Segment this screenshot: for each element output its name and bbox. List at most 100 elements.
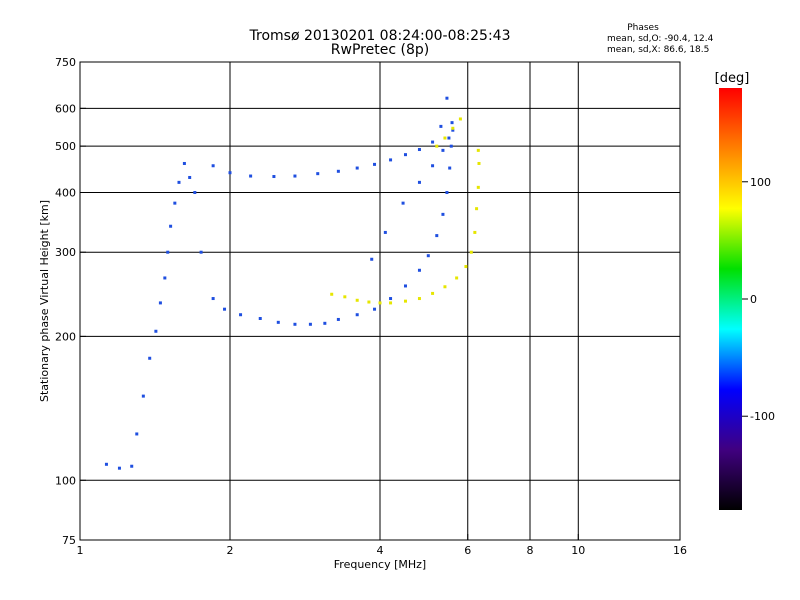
chart-subtitle: RwPretec (8p) — [331, 42, 429, 58]
data-point-o-mode — [417, 148, 421, 152]
data-point-x-mode — [476, 148, 480, 152]
data-point-o-mode — [130, 464, 134, 468]
data-point-x-mode — [330, 292, 334, 296]
y-tick-label: 500 — [55, 140, 76, 153]
data-point-x-mode — [355, 298, 359, 302]
data-point-o-mode — [401, 201, 405, 205]
data-point-o-mode — [439, 124, 443, 128]
colorbar-tick-label: 100 — [750, 176, 771, 189]
data-point-o-mode — [448, 166, 452, 170]
x-tick-label: 6 — [464, 544, 471, 557]
data-point-o-mode — [154, 329, 158, 333]
data-point-x-mode — [451, 126, 455, 130]
chart-title: Tromsø 20130201 08:24:00-08:25:43 — [249, 28, 511, 44]
data-point-o-mode — [276, 320, 280, 324]
colorbar-tick-label: 0 — [750, 293, 757, 306]
data-points — [104, 96, 481, 470]
x-tick-label: 1 — [77, 544, 84, 557]
data-point-o-mode — [336, 317, 340, 321]
data-point-o-mode — [316, 172, 320, 176]
data-point-x-mode — [403, 299, 407, 303]
data-point-o-mode — [272, 175, 276, 179]
x-tick-label: 4 — [377, 544, 384, 557]
stats-o-mode: mean, sd,O: -90.4, 12.4 — [607, 34, 714, 44]
data-point-x-mode — [367, 300, 371, 304]
stats-header: Phases — [627, 23, 659, 33]
y-tick-label: 200 — [55, 330, 76, 343]
data-point-x-mode — [464, 265, 468, 269]
data-point-o-mode — [431, 140, 435, 144]
data-point-o-mode — [169, 224, 173, 228]
data-point-o-mode — [211, 164, 215, 168]
colorbar — [719, 88, 742, 510]
x-tick-labels: 1 2 4 6 8 10 16 — [77, 544, 688, 557]
data-point-x-mode — [417, 297, 421, 301]
data-point-o-mode — [249, 174, 253, 178]
colorbar-ticks: 100 0 -100 — [742, 176, 775, 423]
data-point-o-mode — [403, 284, 407, 288]
data-point-o-mode — [426, 254, 430, 258]
data-point-o-mode — [441, 148, 445, 152]
x-axis-label: Frequency [MHz] — [334, 558, 426, 571]
data-point-o-mode — [177, 180, 181, 184]
data-point-x-mode — [458, 117, 462, 121]
data-point-x-mode — [469, 250, 473, 254]
data-point-o-mode — [373, 307, 377, 311]
y-axis-label: Stationary phase Virtual Height [km] — [38, 200, 51, 402]
data-point-o-mode — [431, 164, 435, 168]
data-point-o-mode — [336, 169, 340, 173]
x-tick-label: 10 — [571, 544, 585, 557]
data-point-o-mode — [373, 162, 377, 166]
data-point-o-mode — [166, 250, 170, 254]
data-point-o-mode — [403, 153, 407, 157]
data-point-x-mode — [431, 291, 435, 295]
y-tick-label: 400 — [55, 186, 76, 199]
y-tick-label: 750 — [55, 56, 76, 69]
data-point-o-mode — [293, 174, 297, 178]
plot-area — [79, 61, 681, 541]
data-point-x-mode — [443, 285, 447, 289]
data-point-o-mode — [370, 257, 374, 261]
y-tick-label: 600 — [55, 102, 76, 115]
data-point-o-mode — [135, 432, 139, 436]
data-point-o-mode — [389, 158, 393, 162]
data-point-o-mode — [308, 322, 312, 326]
y-tick-label: 75 — [62, 534, 76, 547]
axis-ticks — [79, 61, 681, 541]
data-point-o-mode — [193, 190, 197, 194]
data-point-x-mode — [475, 207, 479, 211]
data-point-o-mode — [323, 321, 327, 325]
data-point-o-mode — [417, 180, 421, 184]
data-point-x-mode — [389, 301, 393, 305]
colorbar-tick-label: -100 — [750, 410, 775, 423]
y-tick-label: 100 — [55, 474, 76, 487]
data-point-o-mode — [445, 190, 449, 194]
data-point-o-mode — [417, 268, 421, 272]
x-tick-label: 16 — [673, 544, 687, 557]
data-point-x-mode — [435, 144, 439, 148]
data-point-o-mode — [223, 307, 227, 311]
data-point-x-mode — [473, 230, 477, 234]
stats-x-mode: mean, sd,X: 86.6, 18.5 — [607, 45, 709, 55]
data-point-x-mode — [455, 276, 459, 280]
y-tick-label: 300 — [55, 246, 76, 259]
data-point-o-mode — [441, 212, 445, 216]
data-point-x-mode — [477, 161, 481, 165]
data-point-o-mode — [104, 462, 108, 466]
data-point-o-mode — [293, 322, 297, 326]
data-point-x-mode — [443, 136, 447, 140]
data-point-o-mode — [228, 171, 232, 175]
data-point-o-mode — [451, 128, 455, 132]
data-point-o-mode — [211, 297, 215, 301]
data-point-o-mode — [389, 297, 393, 301]
x-tick-label: 8 — [527, 544, 534, 557]
data-point-o-mode — [148, 356, 152, 360]
data-point-o-mode — [383, 230, 387, 234]
colorbar-label: [deg] — [715, 71, 750, 86]
data-point-o-mode — [199, 250, 203, 254]
data-point-o-mode — [239, 313, 243, 317]
data-point-o-mode — [141, 394, 145, 398]
x-tick-label: 2 — [227, 544, 234, 557]
data-point-o-mode — [117, 466, 121, 470]
